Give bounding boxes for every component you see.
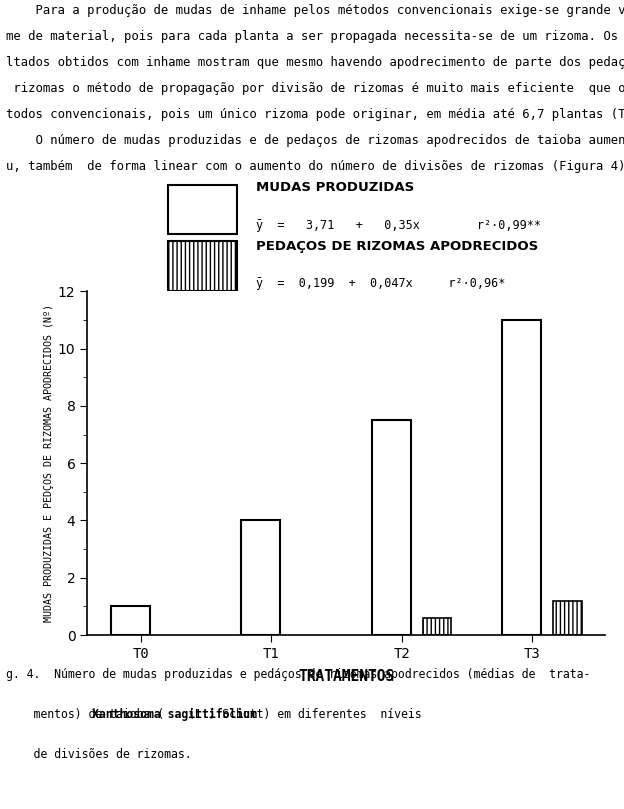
Bar	[111, 607, 150, 635]
Text: ȳ  =   3,71   +   0,35x        r²·0,99**: ȳ = 3,71 + 0,35x r²·0,99**	[256, 219, 541, 232]
Text: u, também  de forma linear com o aumento do número de divisões de rizomas (Figur: u, também de forma linear com o aumento …	[6, 159, 624, 172]
Bar	[553, 600, 582, 635]
Bar	[502, 320, 541, 635]
Text: MUDAS PRODUZIDAS: MUDAS PRODUZIDAS	[256, 181, 414, 194]
Text: Xanthosoma sagittifolium: Xanthosoma sagittifolium	[92, 708, 256, 721]
Bar	[168, 185, 237, 235]
Text: ȳ  =  0,199  +  0,047x     r²·0,96*: ȳ = 0,199 + 0,047x r²·0,96*	[256, 277, 505, 290]
X-axis label: TRATAMENTOS: TRATAMENTOS	[298, 669, 394, 684]
Bar	[241, 520, 280, 635]
Text: Para a produção de mudas de inhame pelos métodos convencionais exige-se grande v: Para a produção de mudas de inhame pelos…	[6, 4, 624, 17]
Text: ltados obtidos com inhame mostram que mesmo havendo apodrecimento de parte dos p: ltados obtidos com inhame mostram que me…	[6, 56, 624, 69]
Text: PEDAÇOS DE RIZOMAS APODRECIDOS: PEDAÇOS DE RIZOMAS APODRECIDOS	[256, 240, 538, 253]
Bar	[372, 420, 411, 635]
Text: de divisões de rizomas.: de divisões de rizomas.	[6, 748, 192, 760]
Bar	[168, 241, 237, 290]
Text: O número de mudas produzidas e de pedaços de rizomas apodrecidos de taioba aumen: O número de mudas produzidas e de pedaço…	[6, 133, 624, 146]
Bar	[422, 618, 451, 635]
Text: g. 4.  Número de mudas produzidas e pedáços de rizomas apodrecidos (médias de  t: g. 4. Número de mudas produzidas e pedáç…	[6, 667, 590, 680]
Text: todos convencionais, pois um único rizoma pode originar, em média até 6,7 planta: todos convencionais, pois um único rizom…	[6, 108, 624, 121]
Y-axis label: MUDAS PRODUZIDAS E PEDÇOS DE RIZOMAS APODRECIDOS (Nº): MUDAS PRODUZIDAS E PEDÇOS DE RIZOMAS APO…	[44, 304, 54, 622]
Text: rizomas o método de propagação por divisão de rizomas é muito mais eficiente  qu: rizomas o método de propagação por divis…	[6, 82, 624, 95]
Text: me de material, pois para cada planta a ser propagada necessita-se de um rizoma.: me de material, pois para cada planta a …	[6, 30, 624, 43]
Text: mentos) de taioba (: mentos) de taioba (	[6, 708, 164, 721]
Text: (L.) Schott) em diferentes  níveis: (L.) Schott) em diferentes níveis	[181, 708, 421, 721]
